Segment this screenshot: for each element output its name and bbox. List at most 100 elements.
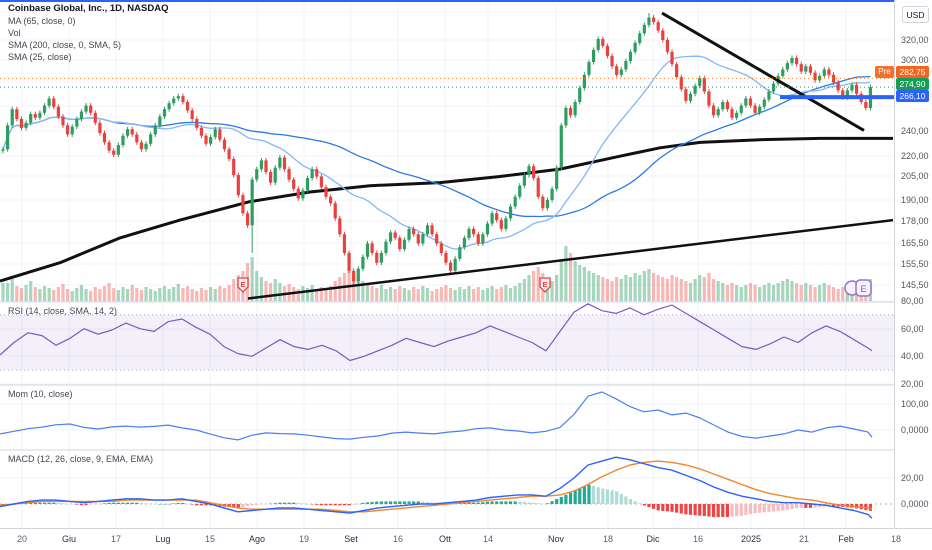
- candle-body: [315, 169, 319, 177]
- axis-price-label: 240,00: [901, 126, 929, 136]
- earnings-icon[interactable]: E: [237, 277, 249, 293]
- axis-price-label: 80,00: [901, 296, 924, 306]
- macd-histogram-bar: [518, 501, 522, 504]
- macd-histogram-bar: [651, 504, 656, 509]
- volume-bar: [10, 279, 14, 301]
- time-axis-label: Dic: [646, 534, 660, 544]
- volume-bar: [688, 283, 693, 301]
- candle-body: [545, 199, 550, 209]
- volume-bar: [430, 291, 434, 301]
- momentum-line[interactable]: [0, 391, 873, 441]
- momentum-pane-label[interactable]: Mom (10, close): [8, 389, 73, 399]
- macd-histogram-bar: [679, 504, 683, 514]
- svg-text:E: E: [860, 284, 866, 294]
- candle-body: [149, 134, 153, 144]
- macd-histogram-bar: [536, 503, 540, 504]
- macd-histogram-bar: [56, 502, 60, 504]
- upcoming-earnings-icon[interactable]: E: [844, 279, 872, 297]
- candle-body: [144, 143, 148, 150]
- macd-histogram-bar: [301, 503, 305, 505]
- indicator-legend-row[interactable]: Vol: [8, 28, 21, 38]
- ma65-line[interactable]: [2, 75, 871, 218]
- candle-body: [679, 76, 683, 90]
- macd-line[interactable]: [0, 456, 873, 519]
- volume-bar: [158, 288, 162, 301]
- axis-price-label: 220,00: [901, 151, 929, 161]
- volume-bar: [513, 286, 517, 301]
- time-axis-label: Nov: [547, 534, 565, 544]
- rsi-line[interactable]: [0, 303, 873, 362]
- candle-body: [665, 40, 670, 52]
- candle-body: [790, 57, 794, 64]
- rsi-pane-label[interactable]: RSI (14, close, SMA, 14, 2): [8, 306, 118, 316]
- macd-histogram-bar: [181, 502, 185, 504]
- volume-bar: [785, 279, 789, 301]
- macd-histogram-bar: [407, 501, 411, 504]
- volume-bar: [398, 286, 402, 301]
- sma25-line[interactable]: [2, 55, 871, 250]
- earnings-icon[interactable]: E: [539, 277, 551, 293]
- macd-histogram-bar: [416, 501, 420, 504]
- candle-body: [591, 49, 596, 63]
- candle-body: [495, 213, 499, 221]
- candlestick-layer[interactable]: [1, 13, 873, 284]
- candle-body: [633, 42, 637, 52]
- candle-body: [458, 247, 462, 259]
- candle-body: [716, 109, 720, 116]
- macd-histogram-bar: [767, 504, 771, 512]
- candle-body: [162, 109, 167, 117]
- macd-histogram-bar: [467, 502, 471, 504]
- currency-button[interactable]: USD: [902, 6, 929, 23]
- indicator-legend-row[interactable]: SMA (200, close, 0, SMA, 5): [8, 40, 122, 50]
- candle-body: [370, 243, 374, 253]
- volume-bar: [365, 284, 370, 301]
- volume-bar: [596, 275, 600, 301]
- candle-body: [181, 96, 185, 102]
- time-axis[interactable]: 20 Giu 17 Lug 15 Ago 19 Set 16 Ott 14 Nov 18 Dic 16 202…: [0, 528, 932, 550]
- indicator-legend-row[interactable]: SMA (25, close): [8, 52, 72, 62]
- candle-body: [864, 101, 868, 108]
- volume-bar: [361, 281, 365, 301]
- candle-body: [564, 107, 568, 126]
- macd-histogram-bar: [324, 504, 328, 506]
- macd-histogram-bar: [33, 502, 37, 504]
- trendline-descending[interactable]: [661, 11, 865, 132]
- volume-layer[interactable]: [1, 246, 873, 301]
- candle-body: [532, 166, 536, 179]
- volume-bar: [675, 277, 679, 301]
- volume-bar: [767, 283, 771, 301]
- volume-bar: [735, 285, 739, 301]
- indicator-legend-row[interactable]: MA (65, close, 0): [8, 16, 76, 26]
- axis-price-label: 60,00: [901, 324, 924, 334]
- candle-body: [573, 101, 577, 116]
- sma200-line[interactable]: [0, 136, 893, 283]
- candle-body: [748, 98, 753, 106]
- symbol-legend[interactable]: Coinbase Global, Inc., 1D, NASDAQ MA (65…: [8, 3, 168, 63]
- volume-bar: [827, 285, 831, 301]
- candle-body: [204, 135, 208, 144]
- candle-body: [781, 69, 785, 76]
- macd-histogram-bar: [149, 503, 153, 505]
- symbol-title[interactable]: Coinbase Global, Inc., 1D, NASDAQ: [8, 3, 169, 14]
- candle-body: [730, 109, 734, 118]
- macd-histogram-bar: [661, 504, 665, 511]
- volume-bar: [610, 281, 614, 301]
- macd-histogram-bar: [139, 502, 144, 504]
- macd-pane-label[interactable]: MACD (12, 26, close, 9, EMA, EMA): [8, 454, 154, 464]
- volume-bar: [29, 281, 33, 301]
- horizontal-line-price-badge: 266,10: [896, 90, 929, 102]
- macd-histogram-bar: [125, 502, 130, 504]
- macd-histogram-bar: [176, 503, 180, 504]
- candle-body: [93, 112, 97, 123]
- macd-histogram-bar: [818, 504, 822, 508]
- candle-body: [771, 83, 776, 92]
- volume-bar: [185, 286, 190, 301]
- volume-bar: [209, 287, 213, 301]
- macd-histogram-bar: [421, 501, 425, 504]
- candle-body: [527, 166, 531, 176]
- volume-bar: [278, 283, 282, 301]
- candle-body: [1, 149, 5, 151]
- trendline-ascending[interactable]: [247, 218, 894, 300]
